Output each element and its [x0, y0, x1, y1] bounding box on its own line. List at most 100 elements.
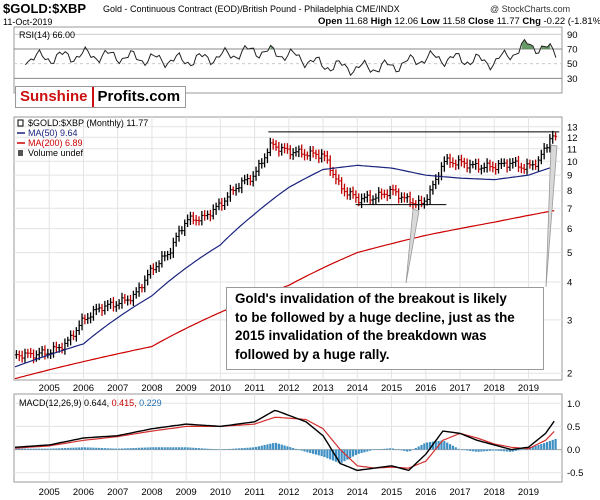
macd-hist-bar — [109, 448, 112, 450]
ma50-line — [14, 164, 555, 368]
macd-hist-bar — [58, 448, 61, 450]
macd-hist-bar — [505, 449, 509, 452]
price-xtick-label: 2007 — [107, 383, 128, 394]
macd-xtick-label: 2019 — [518, 487, 539, 498]
macd-hist-bar — [146, 447, 149, 450]
macd-hist-bar — [488, 449, 492, 451]
macd-hist-bar — [426, 442, 429, 450]
macd-hist-bar — [340, 449, 343, 463]
macd-hist-bar — [29, 448, 32, 450]
macd-hist-bar — [331, 449, 335, 461]
macd-hist-bar — [69, 447, 72, 450]
macd-hist-bar — [260, 445, 263, 450]
macd-pane: 1.0 0.5 0.0 -0.5 2005 2006 2007 2008 2009 2010 20… — [13, 393, 583, 498]
price-ytick-label: 7 — [567, 204, 572, 215]
macd-hist-bar — [391, 448, 395, 450]
macd-hist-bar — [451, 445, 454, 450]
macd-legend: MACD(12,26,9) 0.644, 0.415, 0.229 — [19, 398, 162, 408]
macd-hist-bar — [349, 449, 352, 459]
macd-hist-bar — [100, 448, 104, 450]
price-xtick-label: 2013 — [313, 383, 334, 394]
macd-hist-bar — [203, 448, 206, 450]
rsi-frame — [13, 26, 563, 94]
macd-hist-bar — [383, 448, 386, 450]
low-value: 11.58 — [442, 16, 466, 27]
macd-hist-bar — [166, 447, 169, 450]
macd-hist-bar — [86, 447, 89, 450]
macd-hist-bar — [220, 449, 223, 450]
macd-legend-label: MACD(12,26,9) — [19, 398, 82, 408]
macd-xtick-label: 2008 — [141, 487, 162, 498]
macd-hist-bar — [466, 449, 469, 451]
macd-hist-bar — [126, 448, 129, 450]
chg-value: -0.22 (-1.81%) — [543, 16, 600, 27]
macd-hist-bar — [534, 445, 537, 450]
sunshine-profits-logo: Sunshine Profits.com — [15, 86, 187, 108]
macd-xtick-label: 2016 — [415, 487, 436, 498]
macd-hist-bar — [363, 449, 366, 453]
price-ytick-label: 6 — [567, 224, 572, 235]
macd-hist-bar — [266, 444, 269, 450]
macd-hist-bar — [380, 449, 383, 450]
macd-hist-bar — [289, 447, 292, 450]
rsi-ytick-label: 70 — [567, 45, 578, 56]
macd-xtick-label: 2013 — [313, 487, 334, 498]
price-xtick-label: 2008 — [141, 383, 162, 394]
macd-hist-bar — [132, 448, 135, 450]
price-legend-entry: MA(200) 6.89 — [28, 138, 83, 148]
macd-hist-bar — [386, 448, 389, 450]
macd-hist-bar — [118, 448, 121, 450]
price-legend-entry: MA(50) 9.64 — [28, 128, 78, 138]
macd-hist-bar — [357, 449, 360, 454]
macd-hist-bar — [551, 439, 554, 450]
macd-hist-bar — [217, 449, 221, 450]
open-label: Open — [318, 16, 343, 27]
macd-hist-bar — [371, 449, 375, 451]
macd-hist-bar — [72, 447, 75, 450]
logo-sunshine: Sunshine — [16, 87, 94, 107]
macd-hist-bar — [531, 446, 534, 450]
macd-hist-bar — [306, 449, 309, 453]
macd-hist-bar — [292, 448, 295, 450]
macd-hist-bar — [60, 448, 64, 450]
macd-hist-bar — [457, 448, 460, 450]
macd-hist-bar — [272, 443, 275, 450]
macd-hist-bar — [329, 449, 332, 460]
macd-ytick-label: 1.0 — [567, 399, 580, 410]
close-value: 11.77 — [496, 16, 520, 27]
macd-hist-bar — [246, 447, 249, 450]
macd-hist-bar — [186, 447, 189, 450]
macd-hist-bar — [177, 447, 181, 450]
macd-hist-bar — [286, 446, 289, 450]
macd-hist-bar — [326, 449, 329, 459]
macd-hist-bar — [491, 449, 494, 451]
macd-hist-bar — [300, 449, 303, 451]
macd-hist-bar — [543, 443, 546, 450]
price-ytick-label: 12 — [567, 133, 578, 144]
macd-hist-bar — [92, 447, 95, 450]
macd-hist-bar — [511, 449, 514, 452]
macd-hist-bar — [537, 444, 540, 450]
macd-hist-bar — [408, 449, 412, 452]
price-bars — [14, 130, 558, 364]
open-value: 11.68 — [344, 16, 368, 27]
price-ytick-label: 10 — [567, 157, 578, 168]
stockcharts-credit[interactable]: @ StockCharts.com — [490, 4, 571, 14]
macd-xtick-label: 2006 — [73, 487, 94, 498]
macd-hist-bar — [548, 440, 551, 450]
macd-hist-bar — [303, 449, 306, 452]
macd-hist-bar — [106, 448, 109, 450]
macd-hist-bar — [406, 449, 409, 452]
ohlc-readout: Open 11.68 High 12.06 Low 11.58 Close 11… — [318, 16, 600, 27]
annotation-line-1: Gold's invalidation of the breakout is l… — [235, 291, 507, 306]
macd-hist-bar — [212, 449, 215, 450]
macd-hist-bar — [41, 448, 44, 450]
macd-hist-bar — [460, 449, 463, 451]
macd-hist-bar — [149, 447, 152, 450]
macd-hist-bar — [26, 448, 29, 450]
macd-xtick-label: 2017 — [449, 487, 470, 498]
chart-symbol: $GOLD:$XBP — [3, 1, 87, 16]
macd-hist-bar — [95, 447, 98, 450]
macd-hist-bar — [183, 447, 186, 450]
